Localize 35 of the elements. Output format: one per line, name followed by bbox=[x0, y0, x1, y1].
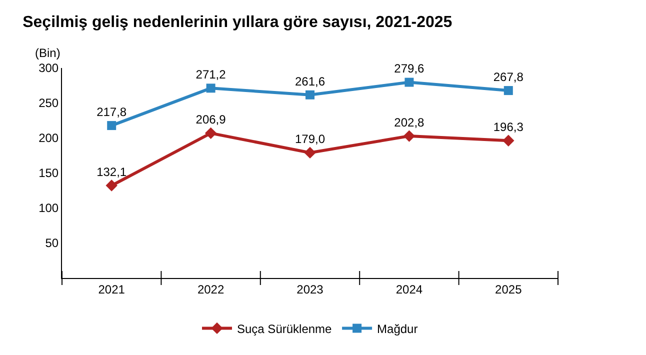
y-tick-label: 200 bbox=[38, 131, 59, 146]
point bbox=[306, 90, 314, 100]
x-tick-label: 2024 bbox=[396, 282, 423, 296]
data-label: 267,8 bbox=[493, 70, 524, 84]
y-axis-title: (Bin) bbox=[35, 46, 60, 60]
data-label: 206,9 bbox=[196, 112, 226, 127]
y-tick-label: 250 bbox=[38, 96, 59, 110]
point bbox=[403, 130, 416, 142]
x-tick-label: 2022 bbox=[197, 282, 224, 296]
data-label: 271,2 bbox=[196, 68, 226, 82]
point bbox=[106, 180, 118, 192]
y-tick-label: 50 bbox=[45, 236, 59, 250]
x-tick-label: 2023 bbox=[296, 282, 324, 296]
data-label: 196,3 bbox=[493, 120, 524, 134]
data-label: 202,8 bbox=[394, 115, 425, 130]
y-tick-label: 100 bbox=[38, 201, 59, 216]
x-tick-label: 2021 bbox=[98, 282, 126, 296]
point bbox=[404, 78, 414, 87]
point bbox=[304, 146, 316, 159]
data-label: 217,8 bbox=[96, 104, 127, 119]
x-tick-label: 2025 bbox=[495, 282, 522, 296]
point bbox=[206, 84, 216, 93]
y-tick-label: 300 bbox=[38, 61, 59, 76]
point bbox=[107, 121, 116, 130]
point bbox=[504, 86, 513, 96]
legend-label: Suça Sürüklenme bbox=[237, 322, 332, 336]
data-label: 261,6 bbox=[294, 74, 326, 88]
point bbox=[204, 127, 217, 140]
point bbox=[502, 134, 514, 146]
y-tick-label: 150 bbox=[38, 166, 59, 180]
data-label: 279,6 bbox=[394, 62, 425, 76]
data-label: 132,1 bbox=[96, 164, 127, 179]
chart-title: Seçilmiş geliş nedenlerinin yıllara göre sayısı, 2021-2025 bbox=[22, 14, 452, 32]
data-label: 179,0 bbox=[294, 132, 326, 146]
legend-label: Mağdur bbox=[377, 322, 418, 336]
